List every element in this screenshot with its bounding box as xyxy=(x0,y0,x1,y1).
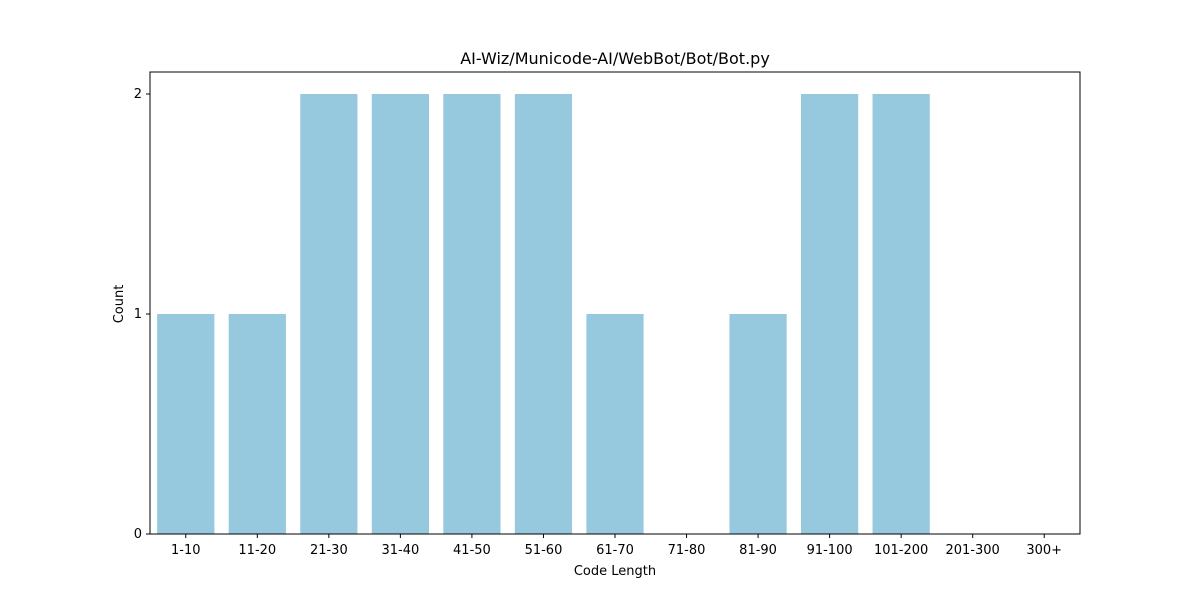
x-tick-label: 61-70 xyxy=(596,543,634,558)
x-tick-label: 41-50 xyxy=(453,543,491,558)
x-tick-label: 31-40 xyxy=(381,543,419,558)
x-tick-label: 91-100 xyxy=(807,543,853,558)
bars-group xyxy=(157,94,930,534)
y-tick-label: 1 xyxy=(134,307,142,322)
bar-1-10 xyxy=(157,314,215,534)
bar-51-60 xyxy=(514,94,573,534)
bar-41-50 xyxy=(443,94,501,534)
x-tick-label: 21-30 xyxy=(310,543,348,558)
plot-frame xyxy=(149,71,1081,535)
x-tick-label: 81-90 xyxy=(739,543,777,558)
bar-11-20 xyxy=(228,314,286,534)
x-axis-label: Code Length xyxy=(574,564,656,579)
x-tick-label: 71-80 xyxy=(668,543,706,558)
bar-91-100 xyxy=(801,94,859,534)
x-tick-label: 300+ xyxy=(1026,543,1062,558)
bar-101-200 xyxy=(872,94,930,534)
bar-81-90 xyxy=(729,314,787,534)
chart-title: AI-Wiz/Municode-AI/WebBot/Bot/Bot.py xyxy=(460,49,770,68)
y-tick-label: 2 xyxy=(134,87,142,102)
x-tick-label: 51-60 xyxy=(525,543,563,558)
bar-31-40 xyxy=(371,94,429,534)
y-axis-label: Count xyxy=(112,285,127,324)
x-tick-label: 1-10 xyxy=(171,543,201,558)
y-axis-ticks: 0 1 2 xyxy=(134,87,150,542)
bar-61-70 xyxy=(586,314,644,534)
x-axis-ticks: 1-10 11-20 21-30 31-40 41-50 51-60 61-70 71-80 8… xyxy=(171,534,1062,558)
x-tick-label: 101-200 xyxy=(874,543,928,558)
bar-21-30 xyxy=(300,94,358,534)
x-tick-label: 201-300 xyxy=(946,543,1000,558)
y-tick-label: 0 xyxy=(134,527,142,542)
x-tick-label: 11-20 xyxy=(238,543,276,558)
